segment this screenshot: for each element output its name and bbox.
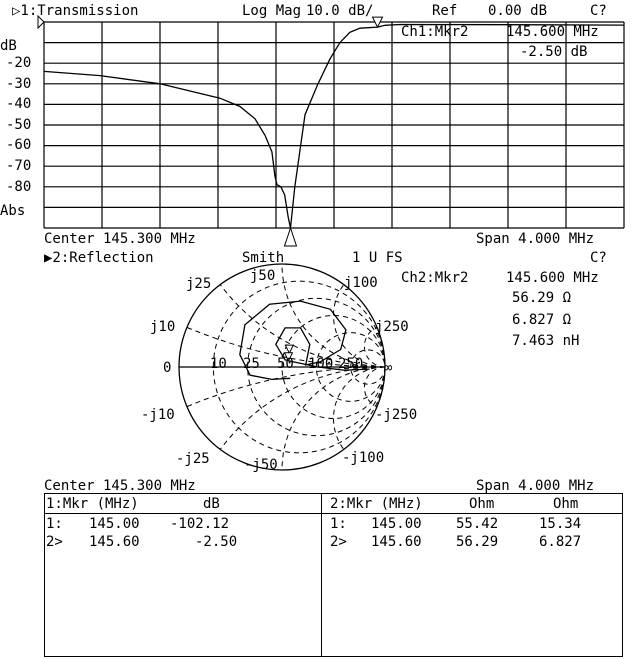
y-tick-label: -40 [6, 96, 32, 113]
marker-id: 1: [46, 516, 63, 532]
marker-id: 1: [330, 516, 347, 532]
smith-label-jn25: -j25 [176, 451, 210, 467]
channel2-cal-status: C? [590, 250, 607, 266]
marker-table: 1:Mkr (MHz) dB 1: 145.00 -102.12 2> 145.… [44, 493, 623, 657]
table-header: 1:Mkr (MHz) dB [45, 494, 321, 514]
channel1-center: Center 145.300 MHz [44, 231, 196, 247]
channel1-ref-label: Ref [432, 3, 458, 19]
smith-reactance-arc [281, 263, 386, 368]
marker-freq: 145.00 [89, 516, 140, 532]
y-unit-label: dB [0, 38, 17, 54]
channel2-marker-reactance: 6.827 Ω [512, 312, 572, 328]
channel1-marker-freq: 145.600 MHz [506, 24, 599, 40]
smith-label-jp100: j100 [344, 275, 378, 291]
channel1-marker-label: Ch1:Mkr2 [401, 24, 469, 40]
channel1-scale[interactable]: 10.0 dB/ [306, 3, 374, 19]
marker-freq: 145.60 [371, 534, 422, 550]
smith-label-jp250: j250 [375, 319, 409, 335]
reflection-trace [239, 300, 370, 381]
column-header: dB [203, 496, 220, 512]
smith-label-r25: 25 [243, 356, 260, 372]
column-header: Ohm [469, 496, 495, 512]
channel2-scale[interactable]: 1 U FS [352, 250, 403, 266]
channel2-marker-inductance: 7.463 nH [512, 333, 580, 349]
smith-label-zero: 0 [163, 360, 172, 376]
smith-label-r100: 100 [308, 356, 334, 372]
y-tick-label: -60 [6, 137, 32, 154]
y-tick-label: -80 [6, 178, 32, 195]
y-bottom-label: Abs [0, 203, 26, 219]
channel1-title[interactable]: ▷1:Transmission [12, 3, 139, 19]
marker-id: 2> [46, 534, 63, 550]
marker-freq: 145.00 [371, 516, 422, 532]
smith-label-jn100: -j100 [342, 450, 385, 466]
column-header: 1:Mkr (MHz) [46, 496, 139, 512]
marker-value: -2.50 [195, 534, 238, 550]
smith-reactance-arc [333, 366, 386, 450]
channel1-marker-value: -2.50 dB [520, 44, 588, 60]
smith-label-jn10: -j10 [141, 407, 175, 423]
smith-marker-1-icon [284, 344, 295, 355]
marker-table-channel1: 1:Mkr (MHz) dB 1: 145.00 -102.12 2> 145.… [45, 494, 322, 656]
smith-label-jp50: j50 [250, 268, 276, 284]
channel1-ref-value[interactable]: 0.00 dB [488, 3, 548, 19]
marker-reactance: 15.34 [539, 516, 582, 532]
smith-marker-2-icon [283, 352, 294, 362]
channel2-format[interactable]: Smith [242, 250, 285, 266]
smith-reactance-arc [186, 366, 386, 408]
channel1-format[interactable]: Log Mag [242, 3, 302, 19]
channel1-span: Span 4.000 MHz [476, 231, 595, 247]
smith-reactance-arc [363, 326, 386, 368]
channel2-center: Center 145.300 MHz [44, 478, 196, 494]
y-tick-label: -30 [6, 75, 32, 92]
channel1-cal-status: C? [590, 3, 607, 19]
smith-label-jp25: j25 [186, 276, 212, 292]
marker-1-triangle-icon [283, 226, 298, 247]
marker-freq: 145.60 [89, 534, 140, 550]
marker-value: -102.12 [170, 516, 230, 532]
transmission-trace [43, 23, 625, 229]
channel2-span: Span 4.000 MHz [476, 478, 595, 494]
smith-label-jp10: j10 [150, 319, 176, 335]
smith-label-r10: 10 [210, 356, 227, 372]
y-tick-label: -20 [6, 55, 32, 71]
channel2-marker-resistance: 56.29 Ω [512, 290, 572, 306]
smith-resistance-circle [350, 349, 386, 385]
channel2-marker-label: Ch2:Mkr2 [401, 270, 469, 286]
reference-level-arrow-icon [37, 14, 45, 30]
channel2-title[interactable]: ▶2:Reflection [44, 250, 154, 266]
table-header: 2:Mkr (MHz) Ohm Ohm [321, 494, 622, 514]
marker-id: 2> [330, 534, 347, 550]
smith-reactance-arc [219, 366, 386, 450]
column-header: 2:Mkr (MHz) [330, 496, 423, 512]
smith-label-jn50: -j50 [244, 457, 278, 473]
marker-resistance: 56.29 [456, 534, 499, 550]
smith-reactance-arc [363, 366, 386, 408]
smith-label-r250: 250 [338, 356, 364, 372]
smith-label-infinity: ∞ [384, 360, 393, 376]
smith-label-r50: 50 [277, 356, 294, 372]
y-tick-label: -70 [6, 158, 32, 174]
smith-reactance-arc [333, 284, 386, 368]
smith-label-jn250: -j250 [375, 407, 418, 423]
marker-2-triangle-icon [371, 16, 384, 29]
marker-resistance: 55.42 [456, 516, 499, 532]
channel2-marker-freq: 145.600 MHz [506, 270, 599, 286]
marker-table-channel2: 2:Mkr (MHz) Ohm Ohm 1: 145.00 55.42 15.3… [321, 494, 622, 656]
y-tick-label: -50 [6, 116, 32, 133]
column-header: Ohm [553, 496, 579, 512]
marker-reactance: 6.827 [539, 534, 582, 550]
